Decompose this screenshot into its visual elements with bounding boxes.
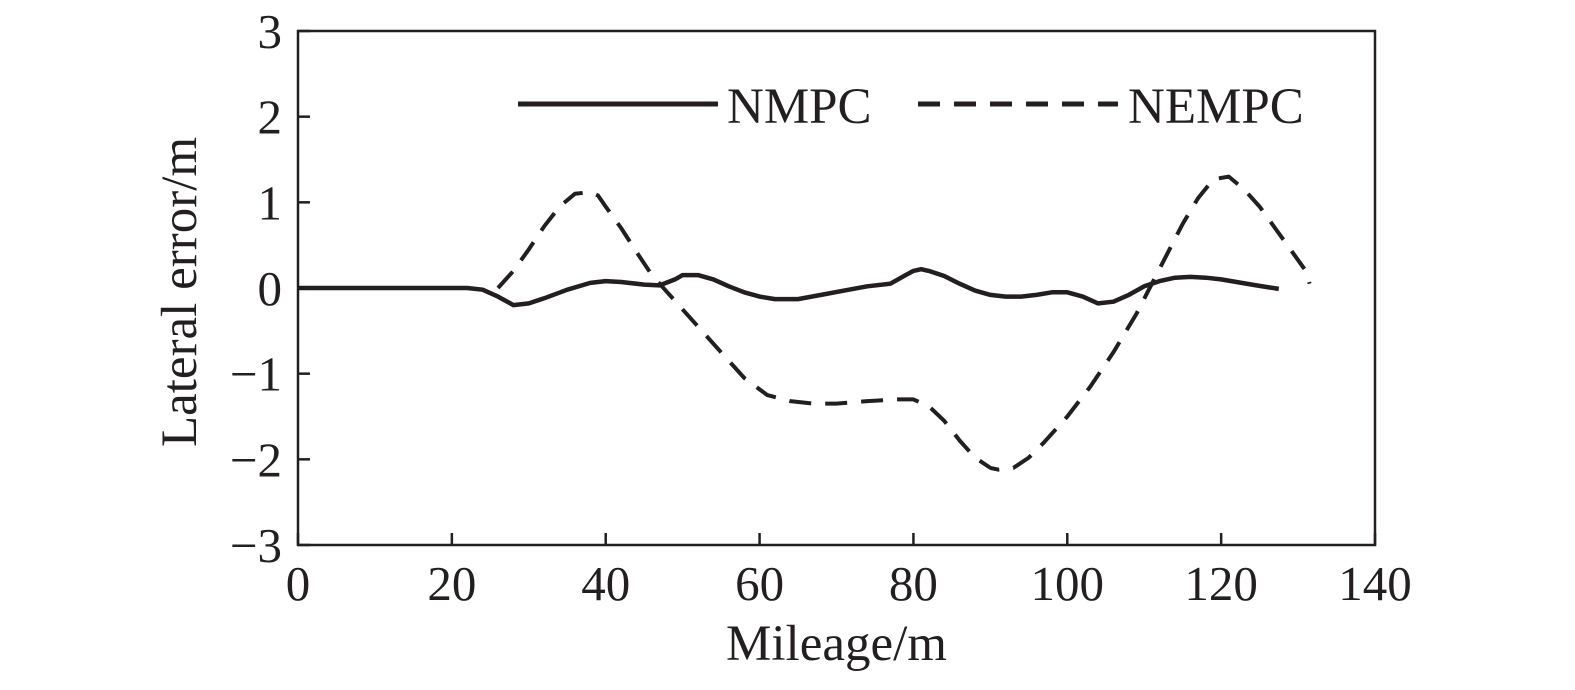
x-tick-label: 40: [581, 556, 630, 611]
series-line-nmpc: [298, 266, 1280, 308]
x-tick-label: 20: [427, 556, 476, 611]
y-tick-label: 0: [258, 261, 283, 316]
y-tick-label: −2: [230, 432, 282, 487]
legend-label-nmpc: NMPC: [727, 79, 872, 135]
y-tick-label: 3: [258, 4, 283, 59]
x-axis-label: Mileage/m: [726, 616, 947, 672]
x-axis-ticks: 0 20 40 60 80 100 120 140: [286, 533, 1412, 611]
series-layer: [298, 174, 1312, 472]
x-tick-label: 100: [1031, 556, 1105, 611]
x-tick-label: 80: [889, 556, 938, 611]
legend: NMPC NEMPC: [518, 79, 1304, 135]
x-tick-label: 140: [1338, 556, 1412, 611]
legend-label-nempc: NEMPC: [1128, 79, 1304, 135]
y-tick-label: −1: [230, 347, 282, 402]
x-tick-label: 120: [1184, 556, 1258, 611]
y-axis-ticks: −3 −2 −1 0 1 2 3: [230, 4, 310, 573]
y-tick-label: −3: [230, 518, 282, 573]
series-line-nempc: [496, 174, 1312, 472]
y-axis-label: Lateral error/m: [152, 137, 208, 447]
y-tick-label: 2: [258, 90, 283, 145]
x-tick-label: 60: [735, 556, 784, 611]
x-tick-label: 0: [286, 556, 311, 611]
y-tick-label: 1: [258, 175, 283, 230]
